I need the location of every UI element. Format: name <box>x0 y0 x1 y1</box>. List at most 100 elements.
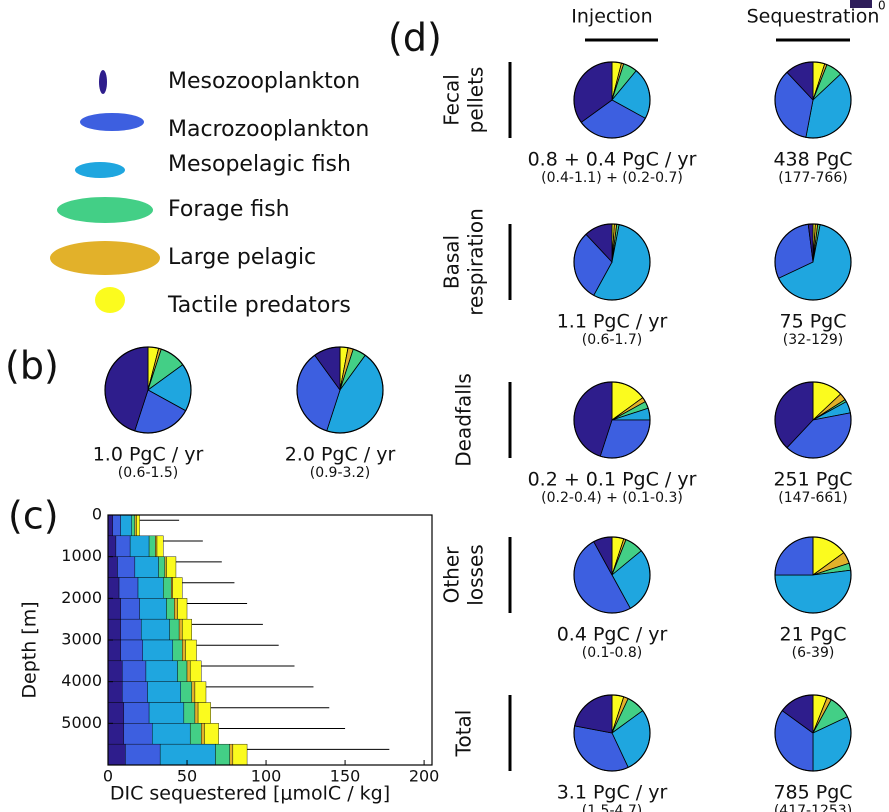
bar-segment <box>181 682 192 703</box>
row-label: pellets <box>464 67 488 134</box>
pie-range: (0.4-1.1) + (0.2-0.7) <box>541 170 683 186</box>
panel-label: (b) <box>5 344 59 388</box>
bar-segment <box>135 515 137 536</box>
bar-segment <box>108 536 116 557</box>
legend-icons <box>50 70 160 313</box>
x-axis-label: DIC sequestered [μmolC / kg] <box>110 783 390 805</box>
legend-label: Large pelagic <box>168 245 316 270</box>
bar-segment <box>184 703 195 724</box>
legend-label: Mesozooplankton <box>168 69 360 94</box>
bar-segment <box>155 536 157 557</box>
y-tick-label: 5000 <box>61 713 102 732</box>
bar-segment <box>149 703 184 724</box>
bar-segment <box>124 703 149 724</box>
pie-range: (6-39) <box>792 645 835 661</box>
bar-segment <box>140 598 167 619</box>
x-tick-label: 200 <box>409 767 440 786</box>
pie-range: (0.9-3.2) <box>310 465 371 481</box>
bar-segment <box>157 536 163 557</box>
bar-segment <box>182 619 191 640</box>
bar-segment <box>108 661 122 682</box>
pie-label: 251 PgC <box>773 469 852 491</box>
bar-segment <box>132 515 135 536</box>
pie-label: 21 PgC <box>779 624 846 646</box>
y-axis-label: Depth [m] <box>19 601 41 698</box>
bar-segment <box>108 723 124 744</box>
pie-label: 3.1 PgC / yr <box>557 782 668 804</box>
bar-segment <box>165 557 167 578</box>
bar-segment <box>121 640 143 661</box>
pie-wedge <box>575 695 612 733</box>
bar-segment <box>171 578 173 599</box>
pie-range: (1.5-4.7) <box>582 803 643 812</box>
row-label: Total <box>452 710 476 758</box>
legend-label: Forage fish <box>168 197 290 222</box>
bar-segment <box>230 744 233 765</box>
pie-label: 1.0 PgC / yr <box>93 444 204 466</box>
bar-segment <box>204 723 218 744</box>
bar-segment <box>170 619 179 640</box>
bar-segment <box>108 703 124 724</box>
pie-label: 75 PgC <box>779 311 846 333</box>
pie-range: (32-129) <box>783 332 844 348</box>
bar-segment <box>178 661 187 682</box>
figure: 0 (b) (c) (d) MesozooplanktonMacrozoopla… <box>0 0 889 812</box>
bar-segment <box>166 557 175 578</box>
bar-segment <box>121 619 142 640</box>
bar-segment <box>152 723 190 744</box>
y-tick-label: 1000 <box>61 546 102 565</box>
bar-segment <box>135 557 159 578</box>
row-label: Fecal <box>440 74 464 126</box>
y-tick-label: 2000 <box>61 588 102 607</box>
bar-segment <box>178 598 187 619</box>
bar-segment <box>121 598 140 619</box>
pie-label: 0.4 PgC / yr <box>557 624 668 646</box>
legend-label: Tactile predators <box>167 293 351 318</box>
bar-segment <box>190 661 201 682</box>
pie-label: 438 PgC <box>773 149 852 171</box>
bar-segment <box>108 557 117 578</box>
bar-segment <box>195 682 206 703</box>
bar-segment <box>187 661 190 682</box>
row-label: respiration <box>464 208 488 316</box>
bar-segment <box>146 661 178 682</box>
bar-segment <box>174 598 177 619</box>
bar-segment <box>159 557 165 578</box>
bar-segment <box>201 723 204 744</box>
bar-segment <box>116 536 130 557</box>
legend-label: Mesopelagic fish <box>168 152 351 177</box>
pie-wedge <box>775 570 851 613</box>
row-label: losses <box>464 544 488 605</box>
bar-segment <box>138 578 163 599</box>
pie-range: (0.2-0.4) + (0.1-0.3) <box>541 490 683 506</box>
y-tick-label: 0 <box>92 505 102 524</box>
bar-segment <box>122 661 146 682</box>
column-header: Sequestration <box>747 6 880 28</box>
pie-label: 785 PgC <box>773 782 852 804</box>
bar-segment <box>195 703 198 724</box>
y-tick-label: 3000 <box>61 630 102 649</box>
bar-segment <box>130 536 149 557</box>
pie-label: 1.1 PgC / yr <box>557 311 668 333</box>
bar-segment <box>163 578 171 599</box>
bar-segment <box>124 723 152 744</box>
bar-segment <box>141 619 169 640</box>
pie-range: (0.6-1.7) <box>582 332 643 348</box>
pie-range: (417-1253) <box>774 803 852 812</box>
bar-segment <box>108 682 122 703</box>
bar-segment <box>192 682 195 703</box>
bar-segment <box>108 598 121 619</box>
bar-segment <box>198 703 211 724</box>
bar-segment <box>182 640 185 661</box>
bar-segment <box>173 640 182 661</box>
bar-segment <box>179 619 182 640</box>
bar-segment <box>122 682 147 703</box>
bar-segment <box>125 744 160 765</box>
pie-range: (177-766) <box>778 170 847 186</box>
pie-label: 2.0 PgC / yr <box>285 444 396 466</box>
bar-segment <box>121 515 132 536</box>
bar-segment <box>108 640 121 661</box>
bar-segment <box>136 515 139 536</box>
bar-segment <box>148 682 181 703</box>
bar-segment <box>108 744 125 765</box>
